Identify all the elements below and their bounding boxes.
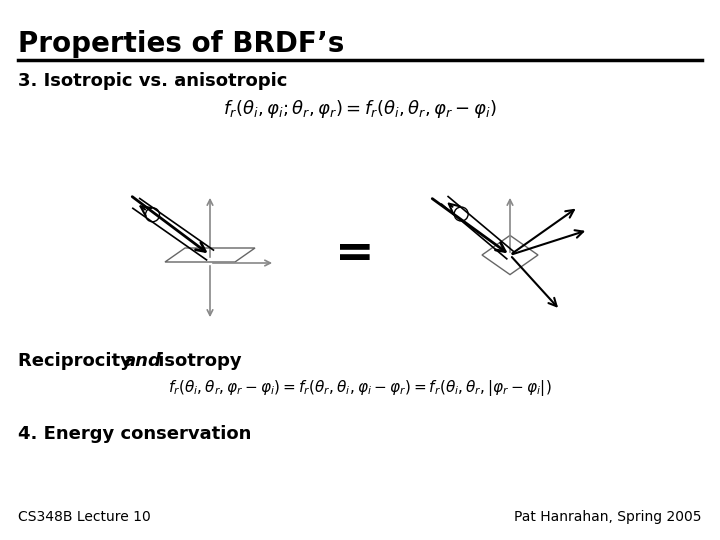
Text: Pat Hanrahan, Spring 2005: Pat Hanrahan, Spring 2005 [515,510,702,524]
Text: Reciprocity: Reciprocity [18,352,138,370]
Text: =: = [336,233,375,278]
Text: $f_r(\theta_i,\theta_r,\varphi_r-\varphi_i) = f_r(\theta_r,\theta_i,\varphi_i-\v: $f_r(\theta_i,\theta_r,\varphi_r-\varphi… [168,378,552,398]
Text: 4. Energy conservation: 4. Energy conservation [18,425,251,443]
Text: and: and [124,352,162,370]
Text: isotropy: isotropy [152,352,242,370]
Text: $f_r(\theta_i,\varphi_i;\theta_r,\varphi_r) = f_r(\theta_i,\theta_r,\varphi_r-\v: $f_r(\theta_i,\varphi_i;\theta_r,\varphi… [223,98,497,120]
Text: Properties of BRDF’s: Properties of BRDF’s [18,30,344,58]
Text: 3. Isotropic vs. anisotropic: 3. Isotropic vs. anisotropic [18,72,287,90]
Text: CS348B Lecture 10: CS348B Lecture 10 [18,510,150,524]
